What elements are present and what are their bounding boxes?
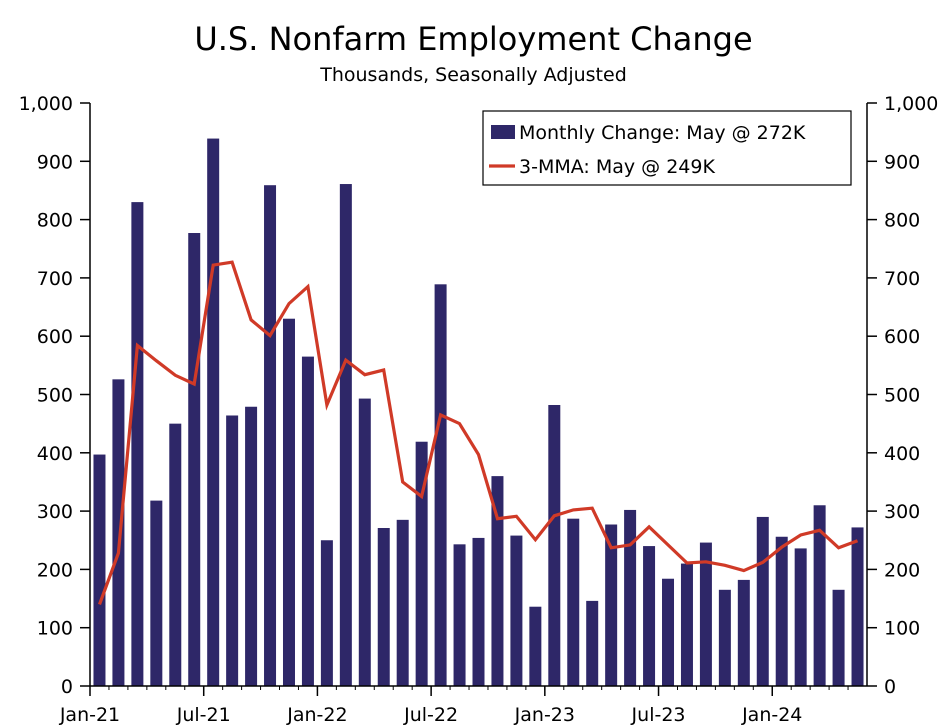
legend-label-line: 3-MMA: May @ 249K [519, 156, 715, 178]
chart-axes: 0 0 100 100 200 200 300 300 400 400 500 500 600 600 70… [19, 93, 939, 726]
bar [93, 454, 106, 686]
bar [775, 536, 788, 686]
x-tick-label: Jan-21 [59, 704, 120, 726]
y-tick-label-right: 100 [884, 618, 920, 640]
bar [718, 589, 731, 686]
bar [415, 441, 428, 686]
bar [832, 589, 845, 686]
y-tick-label-right: 0 [884, 676, 896, 698]
legend-label-bars: Monthly Change: May @ 272K [519, 122, 806, 144]
bar [207, 138, 220, 687]
y-tick-label: 800 [37, 210, 73, 232]
bar [301, 356, 314, 686]
y-tick-label: 1,000 [19, 93, 73, 115]
bar [605, 524, 618, 686]
y-tick-label-right: 1,000 [884, 93, 938, 115]
y-tick-label-right: 300 [884, 501, 920, 523]
y-tick-label: 900 [37, 151, 73, 173]
bar [510, 535, 523, 686]
bar [813, 505, 826, 686]
chart-subtitle: Thousands, Seasonally Adjusted [320, 64, 627, 86]
bar [737, 579, 750, 686]
x-tick-label: Jul-22 [403, 704, 458, 726]
y-tick-label-right: 400 [884, 443, 920, 465]
y-tick-label-right: 200 [884, 559, 920, 581]
chart-title: U.S. Nonfarm Employment Change [194, 20, 753, 58]
bar [396, 519, 409, 686]
bar [680, 563, 693, 686]
y-tick-label: 500 [37, 385, 73, 407]
bar [188, 233, 201, 686]
bar [339, 184, 352, 687]
y-tick-label-right: 500 [884, 385, 920, 407]
y-tick-label-right: 600 [884, 326, 920, 348]
bar [624, 509, 637, 686]
bar [358, 398, 371, 686]
x-tick-label: Jan-23 [514, 704, 575, 726]
bar [320, 540, 333, 686]
x-tick-label: Jul-23 [631, 704, 686, 726]
bar [131, 202, 144, 687]
y-tick-label: 0 [61, 676, 73, 698]
y-tick-label: 300 [37, 501, 73, 523]
bar [794, 548, 807, 686]
bar [282, 318, 295, 686]
bar [434, 284, 447, 686]
bar-series [93, 138, 864, 687]
bar [264, 185, 277, 686]
legend-bar-swatch [491, 125, 515, 139]
x-tick-label: Jul-21 [176, 704, 231, 726]
bar [169, 423, 182, 686]
y-tick-label-right: 700 [884, 268, 920, 290]
y-tick-label: 700 [37, 268, 73, 290]
bar [586, 600, 599, 686]
bar [245, 406, 258, 686]
bar [662, 578, 675, 686]
y-tick-label: 200 [37, 559, 73, 581]
bar [377, 528, 390, 686]
legend-box [482, 110, 852, 186]
bar [529, 606, 542, 686]
bar [472, 537, 485, 686]
y-tick-label-right: 800 [884, 210, 920, 232]
line-series-path [97, 260, 859, 605]
x-tick-label: Jan-22 [286, 704, 347, 726]
y-tick-label: 400 [37, 443, 73, 465]
bar [491, 476, 504, 686]
bar [226, 415, 239, 686]
bar [548, 404, 561, 686]
bar [851, 527, 864, 686]
bar [150, 500, 163, 686]
bar [699, 542, 712, 686]
bar [756, 516, 769, 686]
y-tick-label-right: 900 [884, 151, 920, 173]
legend: Monthly Change: May @ 272K 3-MMA: May @ 2… [482, 110, 852, 186]
y-tick-label: 100 [37, 618, 73, 640]
bar [567, 518, 580, 686]
bar [643, 546, 656, 686]
y-tick-label: 600 [37, 326, 73, 348]
x-tick-label: Jan-24 [741, 704, 802, 726]
bar [453, 544, 466, 686]
line-series [97, 260, 859, 605]
bar [112, 379, 125, 686]
